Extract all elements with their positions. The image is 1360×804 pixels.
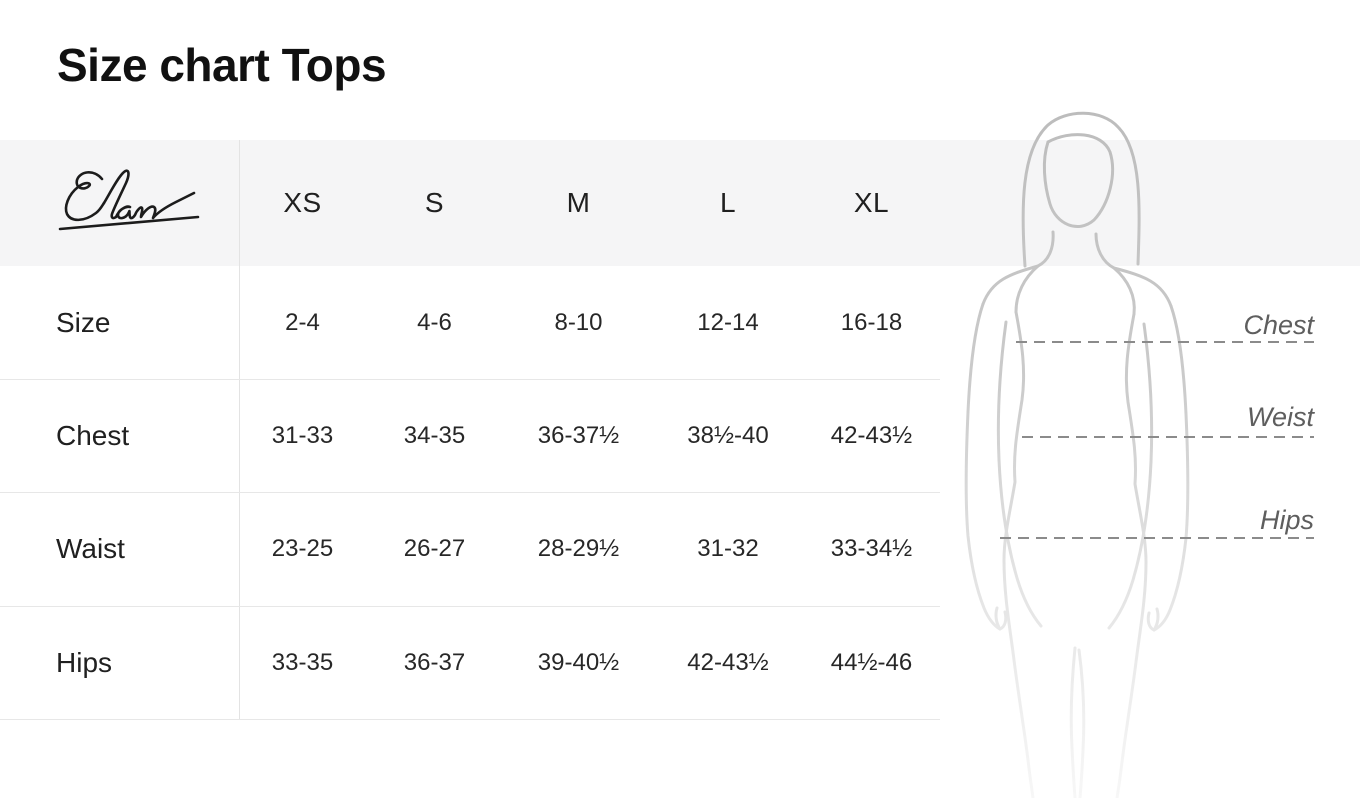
cell-waist-s: 26-27 <box>403 535 466 563</box>
cell-hips-s: 36-37 <box>403 648 466 676</box>
size-table: XS S M L XL Size 2-4 4-6 8-10 12-14 16-1… <box>0 140 940 720</box>
figure-hips-label: Hips <box>1259 505 1314 535</box>
cell-chest-s: 34-35 <box>403 422 466 450</box>
cell-waist-m: 28-29½ <box>537 535 620 563</box>
cell-chest-xs: 31-33 <box>271 422 334 450</box>
table-row-chest: Chest 31-33 34-35 36-37½ 38½-40 42-43½ <box>0 379 940 493</box>
woman-silhouette-illustration <box>964 111 1190 798</box>
cell-hips-m: 39-40½ <box>537 648 620 676</box>
hips-dashed-line <box>1000 537 1314 539</box>
table-row-waist: Waist 23-25 26-27 28-29½ 31-32 33-34½ <box>0 492 940 606</box>
hair-outline <box>1021 111 1141 268</box>
size-table-header-row: XS S M L XL <box>0 140 940 266</box>
table-row-size: Size 2-4 4-6 8-10 12-14 16-18 <box>0 266 940 380</box>
row-label-chest: Chest <box>0 380 240 493</box>
cell-chest-m: 36-37½ <box>537 422 620 450</box>
cell-waist-xs: 23-25 <box>271 535 334 563</box>
cell-chest-xl: 42-43½ <box>830 422 913 450</box>
figure-waist-label: Weist <box>1246 402 1314 432</box>
figure-chest-label: Chest <box>1243 310 1314 340</box>
column-header-xl: XL <box>853 187 890 218</box>
table-row-hips: Hips 33-35 36-37 39-40½ 42-43½ 44½-46 <box>0 605 940 719</box>
row-label-size: Size <box>0 266 240 380</box>
page-title: Size chart Tops <box>57 39 387 91</box>
column-header-m: M <box>566 187 591 218</box>
cell-hips-xl: 44½-46 <box>830 648 913 676</box>
elan-logo <box>58 169 200 231</box>
waist-dashed-line <box>1022 436 1314 438</box>
row-label-hips: Hips <box>0 606 240 719</box>
row-label-waist: Waist <box>0 493 240 606</box>
brand-logo-cell <box>0 140 240 266</box>
cell-size-xl: 16-18 <box>840 308 903 336</box>
cell-hips-xs: 33-35 <box>271 648 334 676</box>
face-outline <box>1042 133 1115 229</box>
column-header-l: L <box>719 187 737 218</box>
cell-size-l: 12-14 <box>697 308 759 336</box>
column-header-s: S <box>424 187 445 218</box>
cell-waist-l: 31-32 <box>697 535 759 563</box>
cell-chest-l: 38½-40 <box>687 422 769 450</box>
cell-waist-xl: 33-34½ <box>830 535 913 563</box>
cell-size-xs: 2-4 <box>285 308 320 336</box>
cell-size-s: 4-6 <box>417 308 452 336</box>
column-header-xs: XS <box>283 187 322 218</box>
cell-size-m: 8-10 <box>554 308 603 336</box>
cell-hips-l: 42-43½ <box>687 648 769 676</box>
chest-dashed-line <box>1016 341 1314 343</box>
